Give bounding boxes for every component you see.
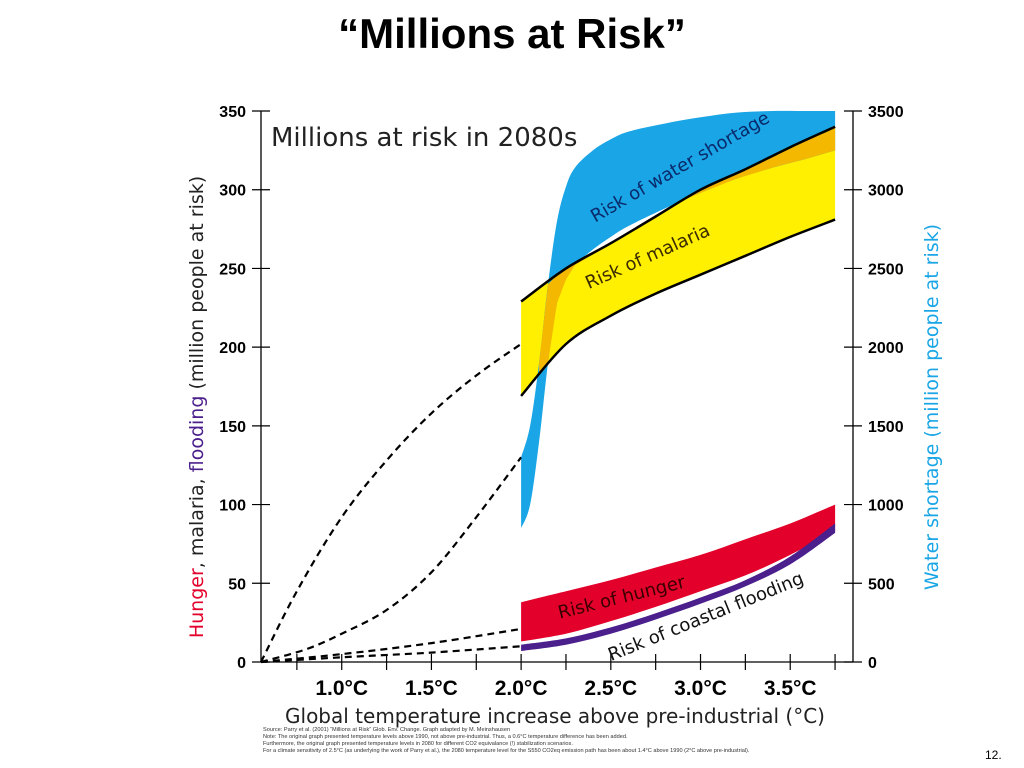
dashed-extrapolation-line bbox=[260, 627, 522, 664]
source-line: Source: Parry et al. (2001) “Millions at… bbox=[263, 727, 511, 733]
source-notes: Source: Parry et al. (2001) “Millions at… bbox=[263, 727, 903, 755]
source-line: Furthermore, the original graph presente… bbox=[263, 740, 573, 747]
x-tick-label: 3.0°C bbox=[674, 677, 727, 700]
y-left-label-hunger: Hunger bbox=[186, 568, 208, 638]
y-left-tick-label: 100 bbox=[219, 498, 246, 515]
source-line: Note: The original graph presented tempe… bbox=[263, 733, 628, 740]
malaria-band bbox=[521, 126, 836, 396]
y-left-tick-label: 350 bbox=[219, 104, 246, 121]
malaria-lower-line bbox=[520, 218, 836, 397]
y-left-tick-label: 200 bbox=[219, 340, 246, 357]
y-left-tick-label: 300 bbox=[219, 183, 246, 200]
water-shortage-band bbox=[521, 110, 836, 529]
y-right-tick-label: 0 bbox=[868, 655, 877, 672]
dashed-extrapolation-line bbox=[260, 343, 522, 663]
band-layer bbox=[520, 110, 836, 651]
dashed-extrapolation-line bbox=[260, 456, 522, 664]
x-tick-label: 1.5°C bbox=[405, 677, 458, 700]
y-right-tick-label: 1000 bbox=[868, 498, 904, 515]
x-tick-label: 2.0°C bbox=[495, 677, 548, 700]
dashed-extrapolation-line bbox=[260, 645, 522, 664]
y-left-tick-label: 150 bbox=[219, 419, 246, 436]
x-tick-label: 2.5°C bbox=[584, 677, 637, 700]
y-right-tick-label: 2000 bbox=[868, 340, 904, 357]
y-left-label-unit: (million people at risk) bbox=[186, 176, 208, 396]
axes-layer bbox=[252, 110, 862, 670]
y-axis-right-label: Water shortage (million people at risk) bbox=[921, 224, 943, 590]
chart-title: Millions at risk in 2080s bbox=[271, 123, 577, 153]
x-tick-label: 1.0°C bbox=[315, 677, 368, 700]
y-right-tick-label: 3500 bbox=[868, 104, 904, 121]
y-left-tick-label: 0 bbox=[237, 655, 246, 672]
y-right-tick-label: 1500 bbox=[868, 419, 904, 436]
malaria-upper-line bbox=[520, 125, 836, 303]
y-axis-left-label: Hunger, malaria, flooding (million peopl… bbox=[186, 176, 208, 638]
y-right-tick-label: 500 bbox=[868, 576, 895, 593]
page-number: 12. bbox=[985, 748, 1002, 762]
dashed-extrapolation-layer bbox=[260, 343, 522, 664]
source-line: For a climate sensitivity of 2.5°C (as u… bbox=[263, 747, 750, 754]
y-left-label-flooding: flooding bbox=[186, 396, 208, 473]
y-left-tick-label: 50 bbox=[228, 576, 246, 593]
tick-label-layer: 0501001502002503003500500100015002000250… bbox=[219, 104, 903, 700]
y-left-tick-label: 250 bbox=[219, 261, 246, 278]
y-right-tick-label: 3000 bbox=[868, 183, 904, 200]
y-left-label-malaria: , malaria, bbox=[186, 472, 208, 568]
slide-title: “Millions at Risk” bbox=[338, 10, 686, 57]
y-right-tick-label: 2500 bbox=[868, 261, 904, 278]
x-axis-label: Global temperature increase above pre-in… bbox=[285, 704, 825, 728]
x-tick-label: 3.5°C bbox=[764, 677, 817, 700]
hunger-band bbox=[521, 504, 836, 642]
